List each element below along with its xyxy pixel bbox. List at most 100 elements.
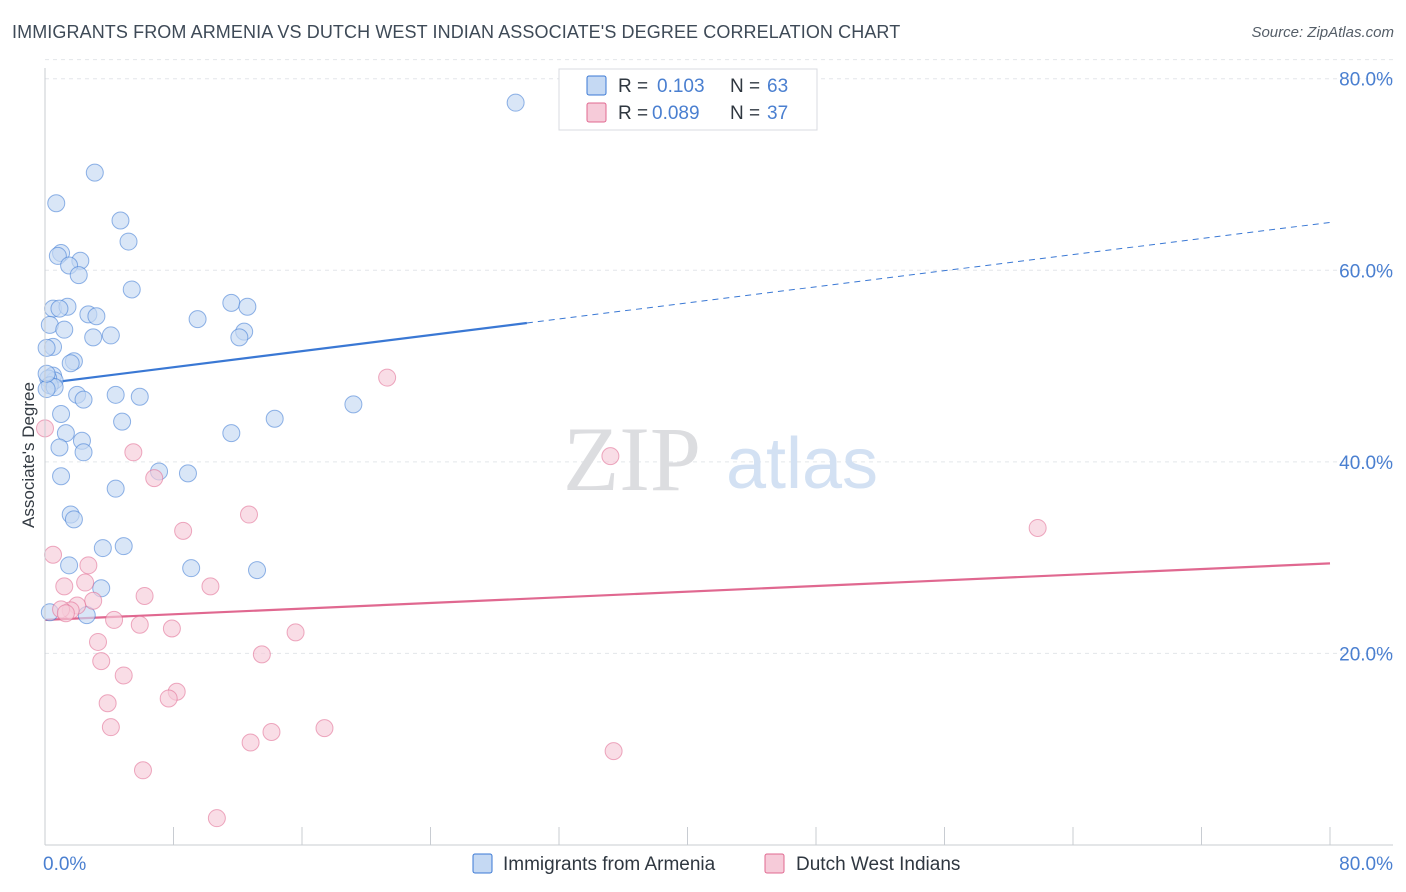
- point-armenia-54: [114, 537, 133, 556]
- point-armenia-26: [37, 338, 56, 357]
- point-dutch-west-indian-29: [101, 718, 120, 737]
- legend-r-label-dutch-west-indian: R =: [618, 103, 648, 124]
- point-armenia-53: [64, 510, 83, 529]
- point-dutch-west-indian-10: [76, 573, 95, 592]
- point-armenia-36: [106, 385, 125, 404]
- trend-line-dutch-west-indian: [44, 562, 1331, 622]
- point-dutch-west-indian-18: [105, 610, 124, 629]
- point-armenia-2: [47, 194, 66, 213]
- point-armenia-57: [182, 559, 201, 578]
- point-dutch-west-indian-0: [378, 368, 397, 387]
- point-armenia-1: [85, 163, 104, 182]
- watermark-atlas: atlas: [726, 424, 878, 504]
- point-dutch-west-indian-24: [92, 652, 111, 671]
- point-dutch-west-indian-4: [239, 505, 258, 524]
- point-armenia-18: [188, 310, 207, 329]
- chart-title: IMMIGRANTS FROM ARMENIA VS DUTCH WEST IN…: [12, 22, 901, 42]
- series-legend: Immigrants from Armenia Dutch West India…: [472, 853, 960, 875]
- point-dutch-west-indian-34: [133, 761, 152, 780]
- legend-swatch-armenia: [586, 75, 607, 96]
- point-armenia-24: [84, 328, 103, 347]
- point-dutch-west-indian-8: [79, 556, 98, 575]
- point-dutch-west-indian-25: [114, 666, 133, 685]
- point-armenia-46: [50, 438, 69, 457]
- point-armenia-49: [178, 464, 197, 483]
- point-armenia-47: [74, 443, 93, 462]
- point-dutch-west-indian-11: [201, 577, 220, 596]
- point-armenia-40: [52, 404, 71, 423]
- point-armenia-34: [37, 380, 56, 399]
- grid-layer: [45, 59, 1393, 654]
- legend-r-value-dutch-west-indian: 0.089: [652, 103, 700, 124]
- point-armenia-23: [101, 326, 120, 345]
- trend-layer: [44, 221, 1331, 622]
- point-dutch-west-indian-2: [124, 443, 143, 462]
- point-armenia-15: [50, 299, 69, 318]
- point-armenia-17: [87, 307, 106, 326]
- series-legend-label-dutch-west-indian: Dutch West Indians: [796, 854, 960, 875]
- point-dutch-west-indian-33: [604, 742, 623, 761]
- series-legend-swatch-dutch-west-indian: [764, 853, 785, 874]
- legend-swatch-dutch-west-indian: [586, 102, 607, 123]
- axis-layer: 20.0% 40.0% 60.0% 80.0% 0.0% 80.0%: [43, 68, 1393, 875]
- point-armenia-10: [122, 280, 141, 299]
- point-dutch-west-indian-9: [55, 577, 74, 596]
- point-dutch-west-indian-31: [262, 722, 281, 741]
- x-tick-label-min: 0.0%: [43, 854, 86, 875]
- series-legend-swatch-armenia: [472, 853, 493, 874]
- y-tick-label-80: 80.0%: [1339, 70, 1393, 91]
- point-armenia-9: [69, 266, 88, 285]
- y-tick-label-40: 40.0%: [1339, 453, 1393, 474]
- point-armenia-20: [55, 320, 74, 339]
- point-armenia-28: [61, 354, 80, 373]
- point-dutch-west-indian-28: [98, 694, 117, 713]
- point-armenia-42: [113, 412, 132, 431]
- point-dutch-west-indian-6: [1028, 518, 1047, 537]
- point-dutch-west-indian-22: [89, 632, 108, 651]
- point-armenia-58: [248, 561, 267, 580]
- legend-r-label-armenia: R =: [618, 76, 648, 97]
- legend-n-label-armenia: N =: [730, 76, 760, 97]
- series-legend-label-armenia: Immigrants from Armenia: [503, 854, 716, 875]
- y-tick-label-20: 20.0%: [1339, 644, 1393, 665]
- watermark-zip: ZIP: [563, 408, 701, 510]
- legend-r-value-armenia: 0.103: [657, 76, 705, 97]
- point-dutch-west-indian-21: [286, 623, 305, 642]
- point-dutch-west-indian-30: [315, 719, 334, 738]
- point-armenia-55: [93, 539, 112, 558]
- source-credit: Source: ZipAtlas.com: [1251, 24, 1394, 41]
- point-armenia-50: [52, 467, 71, 486]
- point-armenia-44: [222, 424, 241, 443]
- points-layer: [36, 93, 1047, 828]
- point-armenia-3: [111, 211, 130, 230]
- trend-line-armenia: [44, 321, 528, 385]
- point-dutch-west-indian-27: [159, 689, 178, 708]
- point-dutch-west-indian-32: [241, 733, 260, 752]
- point-dutch-west-indian-7: [44, 545, 63, 564]
- legend-n-value-armenia: 63: [767, 76, 788, 97]
- point-armenia-41: [265, 409, 284, 428]
- point-armenia-39: [344, 395, 363, 414]
- point-dutch-west-indian-35: [207, 809, 226, 828]
- point-armenia-38: [74, 390, 93, 409]
- stats-legend: R = 0.103 N = 63 R = 0.089 N = 37: [558, 68, 818, 131]
- point-dutch-west-indian-3: [145, 469, 164, 488]
- point-armenia-56: [60, 556, 79, 575]
- point-armenia-4: [119, 232, 138, 251]
- point-armenia-12: [238, 297, 257, 316]
- point-armenia-51: [106, 479, 125, 498]
- point-dutch-west-indian-13: [84, 591, 103, 610]
- watermark: ZIP atlas: [563, 408, 878, 510]
- point-armenia-11: [222, 293, 241, 312]
- y-tick-label-60: 60.0%: [1339, 261, 1393, 282]
- point-armenia-0: [506, 93, 525, 112]
- x-tick-label-max: 80.0%: [1339, 854, 1393, 875]
- legend-n-value-dutch-west-indian: 37: [767, 103, 788, 124]
- point-dutch-west-indian-23: [252, 645, 271, 664]
- point-dutch-west-indian-12: [135, 586, 154, 605]
- point-dutch-west-indian-5: [174, 521, 193, 540]
- point-dutch-west-indian-1: [601, 447, 620, 466]
- point-dutch-west-indian-17: [56, 604, 75, 623]
- trend-line-projection-armenia: [526, 221, 1331, 324]
